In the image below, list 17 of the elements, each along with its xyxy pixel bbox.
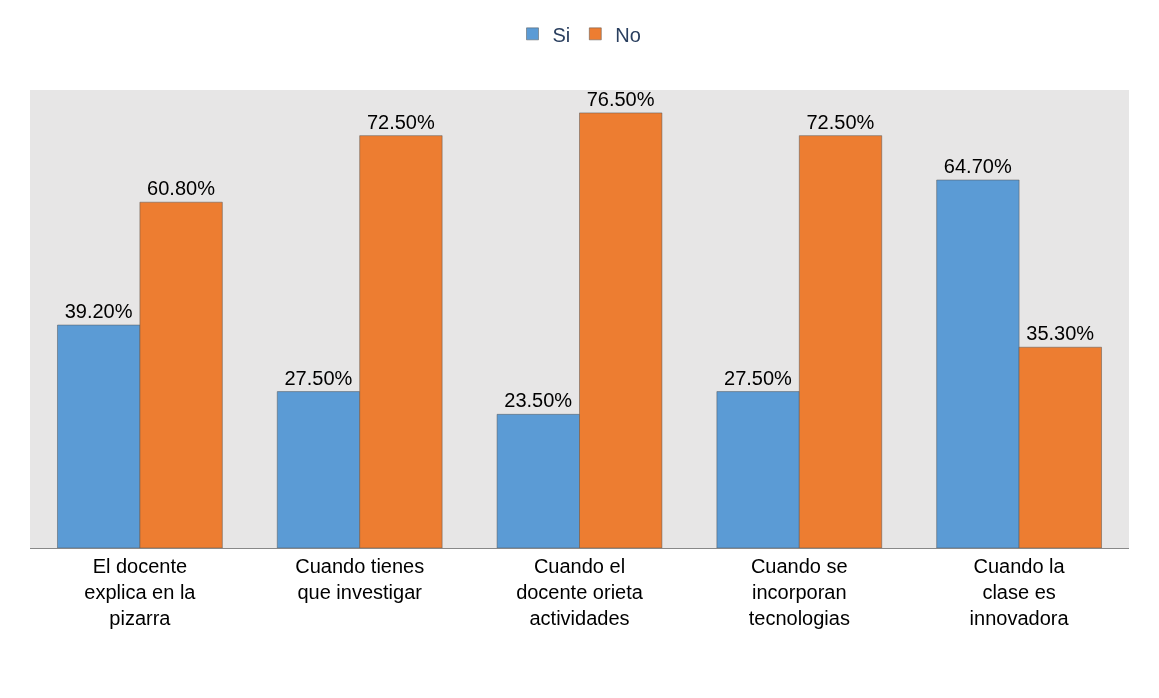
data-label: 72.50% [366, 110, 435, 133]
legend-label: No [615, 23, 641, 46]
data-label: 35.30% [1026, 322, 1095, 345]
data-label: 23.50% [504, 389, 573, 412]
data-label: 27.50% [724, 366, 793, 389]
x-tick-label: Cuando el docente orieta actividades [516, 555, 644, 629]
data-label: 72.50% [806, 110, 875, 133]
data-label: 76.50% [586, 87, 655, 110]
legend-label: Si [552, 23, 571, 46]
data-label: 64.70% [943, 155, 1012, 178]
data-label: 27.50% [284, 366, 353, 389]
x-tick-label: El docente explica en la pizarra [84, 555, 197, 629]
x-tick-label: Cuando se incorporan tecnologias [748, 555, 850, 629]
data-label: 60.80% [147, 177, 216, 200]
x-tick-label: Cuando tienes que investigar [295, 555, 425, 603]
x-tick-label: Cuando la clase es innovadora [969, 555, 1070, 629]
data-label: 39.20% [64, 300, 133, 323]
